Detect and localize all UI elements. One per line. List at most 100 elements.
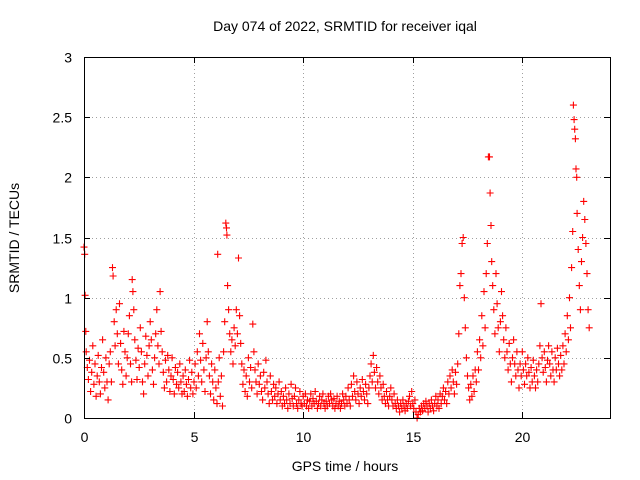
data-point [575, 282, 583, 290]
y-tick-label: 0.5 [53, 351, 73, 367]
data-point [460, 294, 468, 302]
data-point [333, 392, 341, 400]
data-point [379, 380, 387, 388]
data-point [211, 366, 219, 374]
data-point [260, 368, 268, 376]
data-point [547, 372, 555, 380]
data-point [455, 330, 463, 338]
data-point [404, 397, 412, 405]
data-point [532, 384, 539, 392]
data-point [228, 336, 236, 344]
data-point [482, 270, 490, 278]
data-point [174, 368, 182, 376]
data-point [459, 234, 467, 241]
y-tick-label: 2.5 [53, 110, 73, 126]
y-tick-label: 1 [64, 291, 72, 307]
data-point [251, 366, 259, 374]
data-point [146, 318, 154, 326]
data-point [272, 384, 280, 392]
data-point [383, 388, 390, 395]
data-point [142, 332, 150, 340]
data-point [318, 396, 326, 404]
data-point [86, 356, 93, 364]
data-point [233, 330, 241, 338]
data-point [135, 364, 143, 371]
data-point [295, 396, 303, 404]
data-point [573, 173, 581, 181]
data-point [564, 336, 572, 344]
data-point [216, 392, 224, 400]
data-point [121, 348, 129, 356]
data-point [130, 306, 138, 314]
data-point [367, 360, 375, 368]
data-point [219, 402, 226, 410]
data-point [489, 282, 497, 290]
data-point [227, 348, 235, 356]
data-point [276, 396, 284, 404]
data-point [347, 380, 355, 388]
data-point [106, 348, 114, 356]
data-point [147, 336, 155, 344]
data-point [356, 384, 364, 392]
data-point [152, 330, 160, 338]
data-point [578, 258, 585, 266]
data-point [93, 372, 101, 380]
data-point [571, 125, 579, 133]
data-point [475, 366, 482, 374]
data-point [94, 351, 102, 359]
data-point [82, 327, 90, 335]
data-point [519, 366, 527, 374]
data-point [470, 388, 478, 395]
data-point [247, 364, 255, 371]
data-point [424, 408, 432, 416]
data-point [535, 360, 543, 368]
data-point [580, 197, 588, 205]
data-point [116, 300, 123, 308]
data-point [454, 360, 462, 368]
data-point [559, 342, 567, 350]
data-point [495, 348, 503, 356]
data-point [478, 312, 486, 320]
data-point [439, 384, 447, 392]
data-point [243, 392, 251, 400]
data-point [504, 366, 512, 374]
data-point [488, 258, 496, 266]
data-point [237, 339, 245, 347]
data-point [491, 330, 499, 338]
data-point [446, 372, 454, 380]
grid-lines [84, 57, 610, 418]
data-point [200, 366, 208, 374]
data-point [92, 392, 100, 400]
data-point [193, 348, 201, 356]
data-point [365, 384, 373, 392]
data-point [493, 300, 501, 308]
data-point [217, 372, 225, 380]
data-point [164, 351, 172, 359]
data-point [131, 336, 139, 344]
data-point [538, 354, 546, 362]
data-point [133, 376, 141, 383]
data-point [190, 378, 198, 386]
data-point [496, 318, 504, 326]
data-point [515, 384, 523, 392]
data-point [255, 380, 263, 388]
y-tick-label: 3 [64, 50, 72, 66]
data-point [483, 240, 491, 247]
data-point [139, 378, 146, 386]
data-point [456, 282, 464, 290]
data-point [137, 348, 145, 356]
data-point [336, 404, 344, 412]
data-point [430, 407, 438, 415]
data-point [267, 388, 275, 395]
data-point [170, 390, 178, 398]
data-point [132, 356, 140, 364]
data-point [468, 392, 476, 400]
data-point [399, 396, 407, 404]
data-point [477, 354, 485, 362]
data-point [567, 324, 574, 332]
data-point [203, 318, 211, 326]
data-point [409, 400, 417, 408]
data-point [225, 306, 233, 314]
data-point [480, 288, 488, 296]
data-point [194, 372, 202, 380]
